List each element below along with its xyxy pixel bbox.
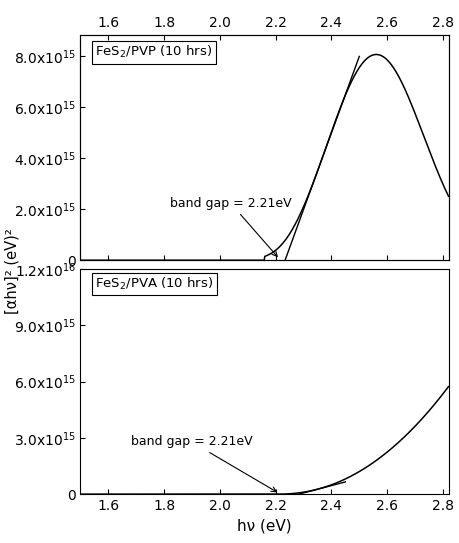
Text: band gap = 2.21eV: band gap = 2.21eV [169,197,291,256]
Text: band gap = 2.21eV: band gap = 2.21eV [130,435,276,492]
Text: [αhν]² (eV)²: [αhν]² (eV)² [5,229,20,314]
Text: FeS$_2$/PVP (10 hrs): FeS$_2$/PVP (10 hrs) [95,45,212,60]
X-axis label: hν (eV): hν (eV) [237,519,291,534]
Text: FeS$_2$/PVA (10 hrs): FeS$_2$/PVA (10 hrs) [95,276,213,292]
